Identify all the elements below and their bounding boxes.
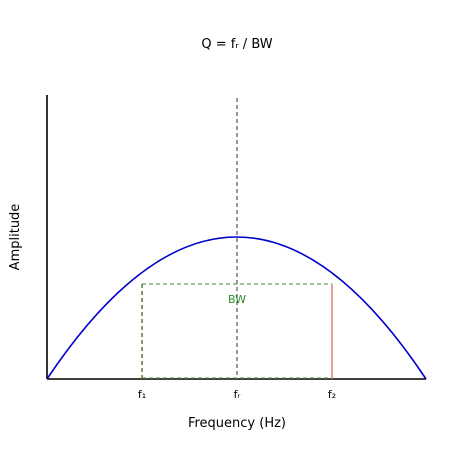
fr-tick-label: fᵣ (234, 388, 241, 401)
diagram-title: Q = fᵣ / BW (201, 37, 272, 52)
y-axis-label: Amplitude (8, 204, 23, 271)
x-axis-label: Frequency (Hz) (188, 416, 286, 431)
f2-tick-label: f₂ (328, 388, 336, 401)
f1-tick-label: f₁ (138, 388, 146, 401)
resonance-curve (46, 236, 427, 380)
bandwidth-label: BW (228, 293, 246, 306)
